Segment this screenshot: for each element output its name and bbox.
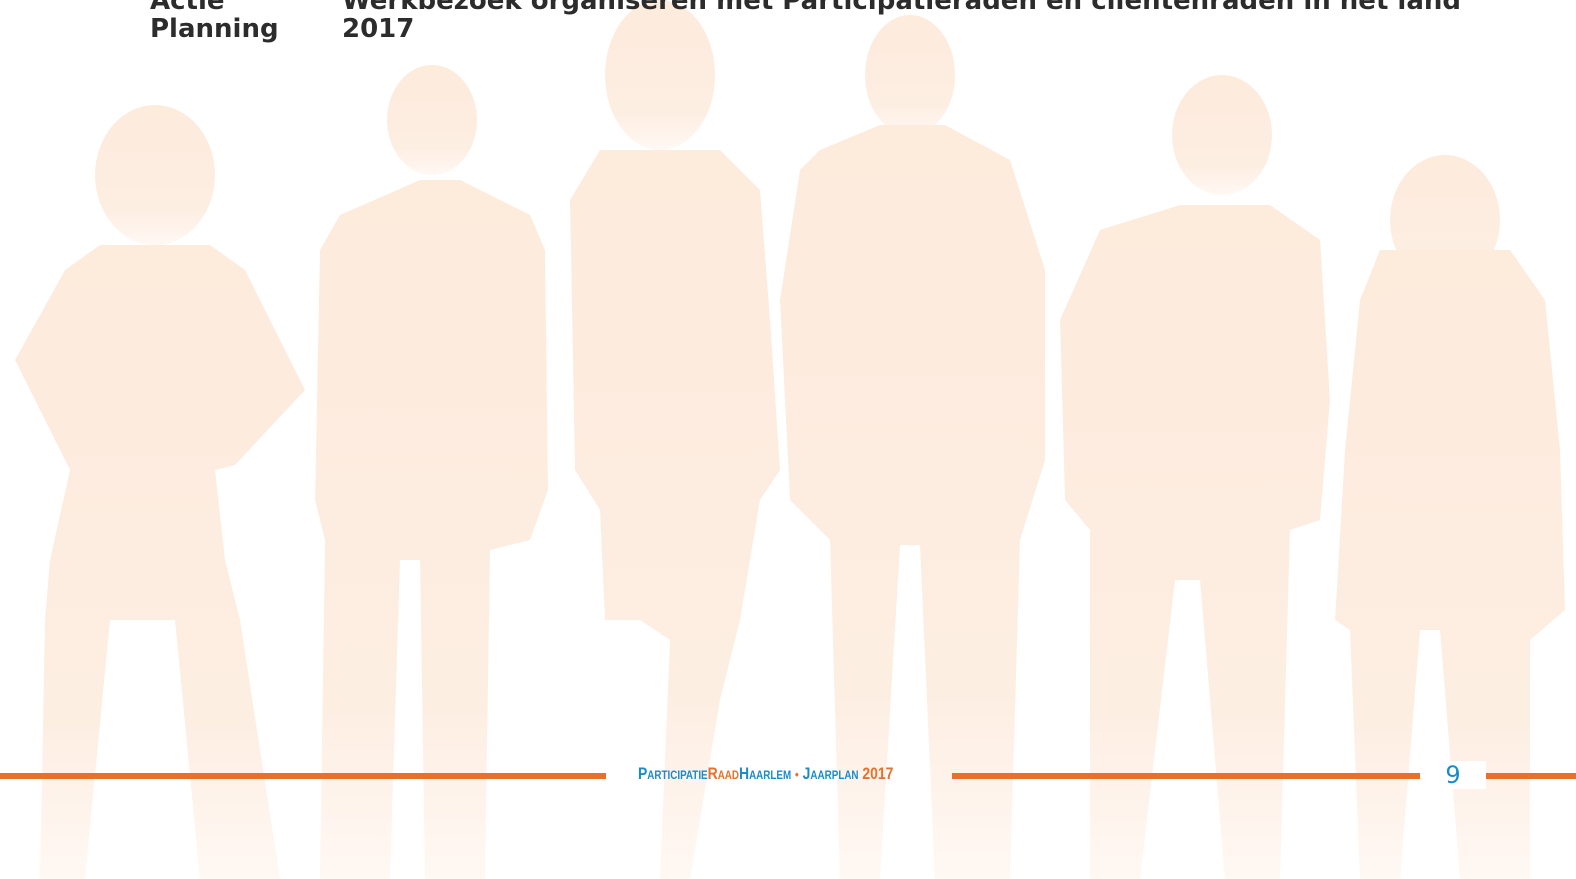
footer-org: Participatie [638, 764, 708, 783]
row-label: Planning [150, 14, 279, 44]
footer-text: ParticipatieRaadHaarlem • Jaarplan 2017 [638, 764, 893, 784]
footer-rule [952, 773, 1422, 779]
row-value: Werkbezoek organiseren met Participatier… [342, 0, 1461, 16]
footer-org: Raad [708, 764, 739, 783]
footer-rule [1486, 773, 1576, 779]
silhouettes [0, 0, 1576, 879]
row: Planning 2017 [150, 14, 279, 44]
row-value: 2017 [342, 14, 414, 44]
footer-separator: • [795, 767, 799, 782]
footer-org: Haarlem [739, 764, 791, 783]
page: Actie Werkbezoek organiseren met Partici… [0, 0, 1576, 879]
footer-year: 2017 [862, 764, 893, 783]
footer-doc: Jaarplan [803, 764, 859, 783]
page-number: 9 [1420, 761, 1486, 789]
footer-rule [0, 773, 606, 779]
